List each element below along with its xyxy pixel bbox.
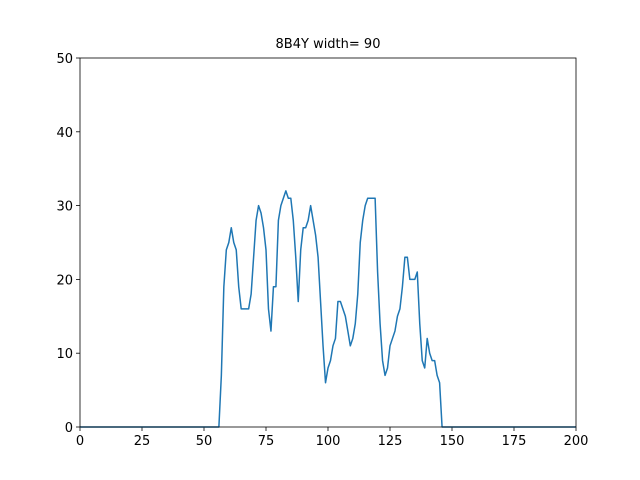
chart-title: 8B4Y width= 90	[276, 37, 381, 52]
y-tick-label: 10	[56, 347, 73, 362]
x-tick-label: 75	[258, 434, 275, 449]
x-tick-label: 100	[316, 434, 341, 449]
x-tick-label: 200	[564, 434, 589, 449]
x-tick-label: 125	[378, 434, 403, 449]
x-tick-label: 150	[440, 434, 465, 449]
y-tick-label: 0	[65, 421, 73, 436]
y-tick-label: 50	[56, 52, 73, 67]
x-tick-label: 50	[196, 434, 213, 449]
x-tick-label: 0	[76, 434, 84, 449]
x-tick-label: 175	[502, 434, 527, 449]
x-tick-label: 25	[134, 434, 151, 449]
y-tick-label: 30	[56, 200, 73, 215]
y-tick-label: 20	[56, 273, 73, 288]
y-tick-label: 40	[56, 126, 73, 141]
plot-frame	[79, 57, 577, 428]
data-line	[80, 190, 576, 428]
